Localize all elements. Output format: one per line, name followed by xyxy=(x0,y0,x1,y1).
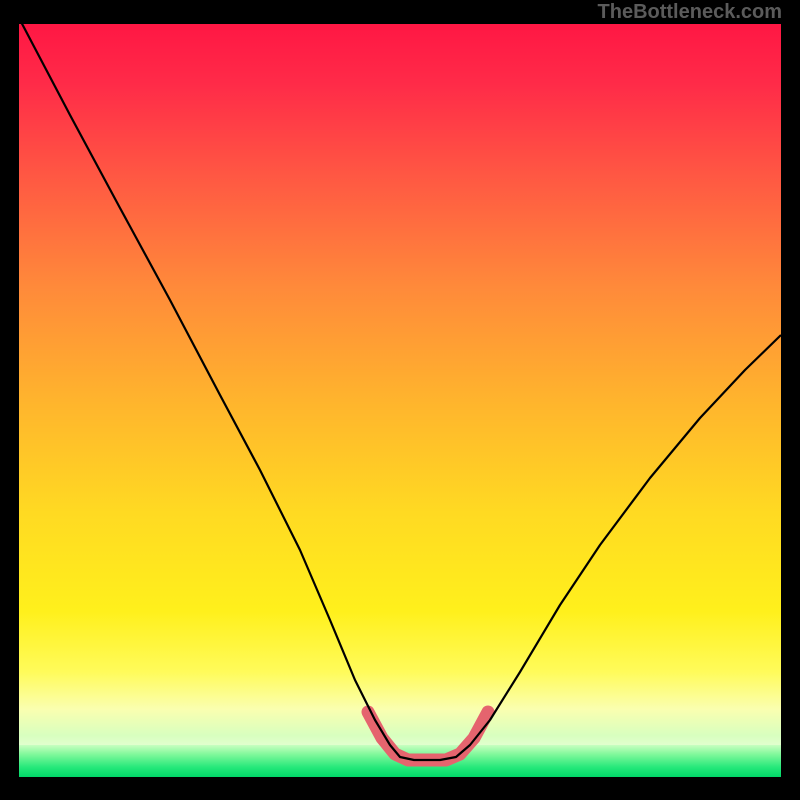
frame-left xyxy=(0,0,19,800)
frame-right xyxy=(781,0,800,800)
watermark-text: TheBottleneck.com xyxy=(598,1,782,24)
frame-bottom xyxy=(0,777,800,800)
chart-stage: TheBottleneck.com xyxy=(0,0,800,800)
heat-gradient-background xyxy=(19,24,781,777)
green-baseline-strip xyxy=(19,745,781,777)
